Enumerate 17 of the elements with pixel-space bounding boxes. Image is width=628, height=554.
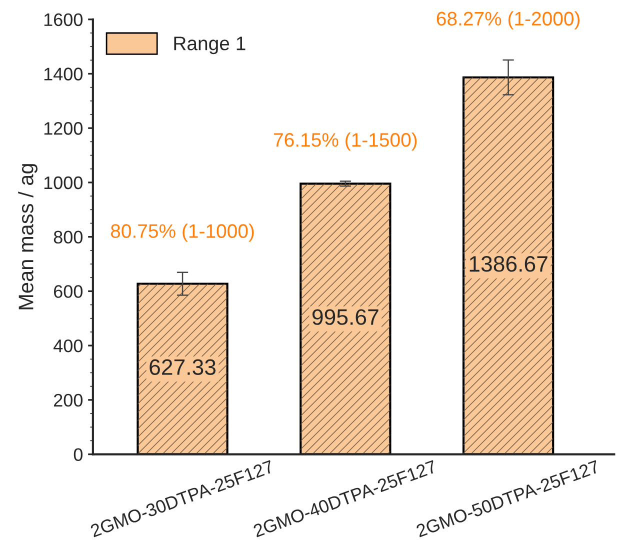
y-tick-label: 800 (54, 230, 83, 244)
y-tick-label: 400 (54, 339, 83, 352)
y-tick-label: 1200 (44, 122, 83, 135)
y-tick-label: 0 (74, 448, 83, 461)
y-axis-title: Mean mass / ag (18, 164, 38, 310)
y-tick-label: 200 (54, 394, 83, 407)
data-label: 627.33 (150, 359, 216, 375)
annotation: 76.15% (1-1500) (274, 132, 417, 151)
annotation: 68.27% (1-2000) (436, 11, 580, 30)
y-tick-label: 1600 (44, 13, 83, 26)
y-tick-label: 600 (54, 285, 83, 298)
legend-label: Range 1 (174, 36, 246, 54)
annotation: 80.75% (1-1000) (110, 224, 254, 242)
data-label: 995.67 (312, 309, 378, 325)
y-tick-label: 1000 (44, 176, 83, 190)
data-label: 1386.67 (470, 256, 548, 272)
y-tick-label: 1400 (44, 68, 83, 80)
